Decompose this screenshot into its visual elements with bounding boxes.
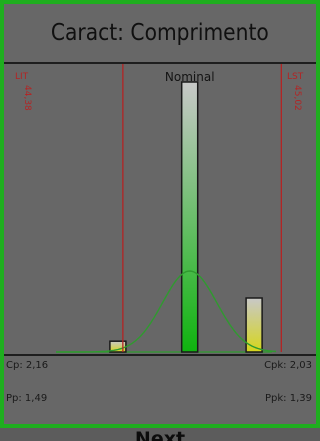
ppk-value: Ppk: 1,39 [265, 393, 312, 404]
capability-stats: Cp: 2,16 Cpk: 2,03 Pp: 1,49 Ppk: 1,39 [4, 354, 316, 430]
next-button[interactable]: Next [0, 428, 320, 441]
histogram-area: LIT 44,38 LST 45,02 Nominal [4, 64, 316, 354]
nominal-label: Nominal [165, 70, 215, 84]
lsl-label: LIT [15, 72, 29, 82]
lsl-value-label: 44,38 [22, 85, 32, 111]
normal-curve [56, 270, 277, 353]
cpk-value: Cpk: 2,03 [264, 360, 312, 371]
histogram-bar-2 [180, 81, 199, 353]
histogram-bar-3 [245, 297, 263, 353]
pp-value: Pp: 1,49 [6, 393, 48, 404]
usl-value-label: 45,02 [292, 85, 302, 111]
title-bar: Caract: Comprimento [4, 4, 316, 64]
chart-title: Caract: Comprimento [51, 20, 269, 46]
next-label: Next [134, 428, 186, 441]
usl-label: LST [287, 72, 304, 82]
characteristic-panel: Caract: Comprimento LIT 44,38 LST 45,02 Nomi… [0, 0, 320, 428]
cp-value: Cp: 2,16 [6, 360, 49, 371]
histogram-chart: LIT 44,38 LST 45,02 Nominal [15, 64, 304, 353]
